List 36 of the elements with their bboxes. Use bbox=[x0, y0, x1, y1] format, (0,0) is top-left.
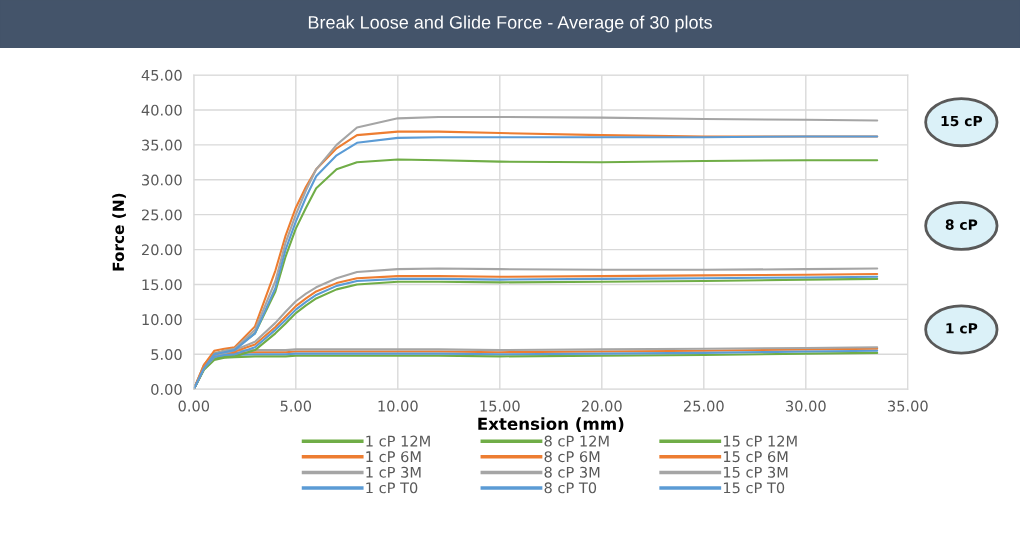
legend-label: 1 cP 6M bbox=[366, 451, 421, 463]
y-tick-label: 5.00 bbox=[151, 349, 182, 361]
x-tick-label: 30.00 bbox=[786, 400, 826, 412]
y-axis-title: Force (N) bbox=[112, 193, 126, 271]
y-tick-label: 25.00 bbox=[142, 209, 182, 221]
x-tick-label: 25.00 bbox=[683, 400, 724, 412]
text: 8 cP bbox=[945, 219, 978, 230]
y-tick-label: 45.00 bbox=[141, 69, 182, 81]
y-tick-label: 15.00 bbox=[142, 279, 182, 291]
legend-label: 15 cP T0 bbox=[723, 482, 785, 494]
legend-label: 15 cP 6M bbox=[723, 451, 788, 463]
legend-label: 1 cP 12M bbox=[366, 435, 430, 447]
y-tick-label: 0.00 bbox=[151, 383, 182, 395]
text: 1 cP bbox=[946, 323, 978, 334]
x-tick-label: 15.00 bbox=[480, 400, 520, 412]
text: 15 cP bbox=[941, 115, 983, 127]
x-tick-label: 0.00 bbox=[178, 400, 210, 412]
legend-label: 8 cP 12M bbox=[544, 435, 609, 447]
y-tick-label: 10.00 bbox=[142, 314, 182, 326]
legend-label: 1 cP T0 bbox=[366, 482, 418, 494]
y-tick-label: 35.00 bbox=[142, 139, 182, 151]
x-axis-title: Extension (mm) bbox=[478, 417, 624, 433]
y-tick-label: 30.00 bbox=[142, 174, 182, 186]
legend-label: 1 cP 3M bbox=[366, 466, 421, 478]
legend-label: 8 cP 6M bbox=[544, 451, 600, 463]
x-tick-label: 35.00 bbox=[888, 400, 928, 412]
y-tick-label: 40.00 bbox=[141, 104, 182, 116]
x-tick-label: 10.00 bbox=[378, 400, 418, 412]
legend-label: 15 cP 3M bbox=[723, 466, 788, 478]
legend-label: 8 cP 3M bbox=[544, 466, 600, 478]
legend-label: 15 cP 12M bbox=[723, 435, 797, 447]
x-tick-label: 20.00 bbox=[581, 400, 622, 412]
legend-label: 8 cP T0 bbox=[544, 482, 597, 494]
chart-title: Break Loose and Glide Force - Average of 30 plots bbox=[308, 15, 712, 33]
x-tick-label: 5.00 bbox=[280, 400, 312, 412]
y-tick-label: 20.00 bbox=[142, 244, 182, 256]
